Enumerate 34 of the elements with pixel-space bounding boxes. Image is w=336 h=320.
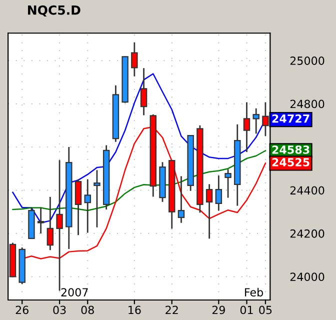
y-tick-label: 24800	[290, 100, 324, 108]
x-tick-label: 08	[81, 306, 94, 314]
candlestick	[224, 168, 232, 198]
candlestick	[37, 207, 44, 234]
annotation: Feb	[245, 288, 263, 297]
data-label: 24525	[272, 158, 310, 166]
x-tick-label: 29	[212, 306, 225, 314]
x-tick-label: 16	[128, 306, 141, 314]
candlestick	[178, 175, 185, 224]
annotation: 2007	[61, 288, 88, 297]
candlestick	[84, 178, 91, 234]
candlestick	[131, 42, 138, 78]
y-tick-label: 25000	[290, 56, 324, 65]
x-tick-label: 03	[53, 306, 66, 314]
y-tick-label: 24200	[290, 229, 324, 238]
data-label: 24583	[272, 145, 310, 154]
data-label: 24727	[272, 114, 310, 123]
y-tick-label: 24000	[290, 272, 324, 282]
chart-title: NQC5.D	[28, 5, 80, 16]
candlestick	[262, 102, 269, 137]
candlestick	[252, 108, 260, 134]
x-tick-label: 01	[240, 306, 253, 314]
candlestick	[206, 183, 213, 240]
y-tick-label: 24400	[290, 186, 324, 195]
line-series	[12, 150, 266, 212]
x-tick-label: 05	[259, 306, 272, 314]
x-tick-label: 22	[166, 306, 178, 314]
candlestick	[215, 174, 222, 212]
candlestick	[46, 196, 54, 251]
candlestick	[243, 102, 250, 153]
x-tick-label: 26	[16, 306, 28, 314]
candlestick	[74, 178, 82, 236]
candlestick	[94, 169, 100, 228]
candlestick	[140, 67, 148, 116]
